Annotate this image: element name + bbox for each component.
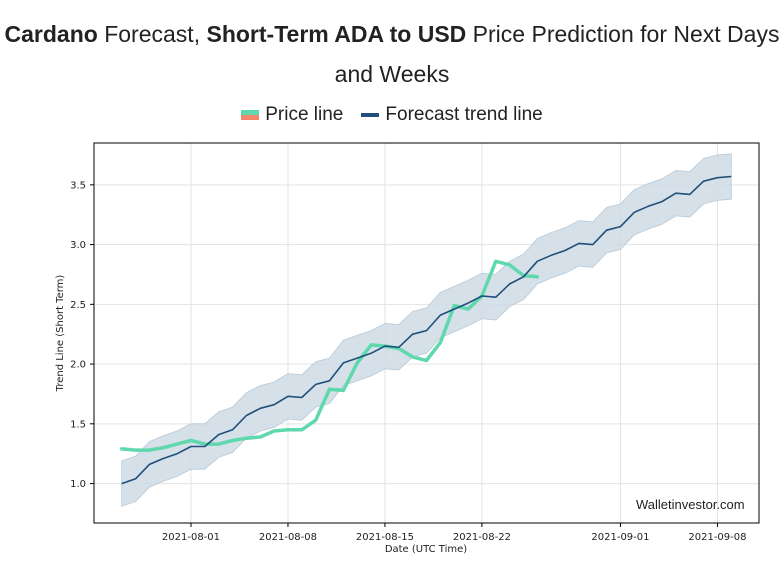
y-tick-label: 2.0 (70, 360, 86, 371)
plot-frame (93, 142, 760, 524)
legend-label-price: Price line (265, 104, 344, 125)
y-axis-label: Trend Line (Short Term) (55, 275, 66, 393)
x-tick-label: 2021-09-01 (591, 532, 649, 543)
x-tick-label: 2021-08-08 (259, 532, 317, 543)
series-lines (119, 175, 732, 485)
legend-item-trend: Forecast trend line (361, 104, 543, 126)
y-tick-label: 3.5 (70, 180, 86, 191)
title-text-forecast: Forecast, (97, 21, 207, 47)
x-axis-label: Date (UTC Time) (385, 544, 467, 555)
forecast-trend-line (121, 175, 732, 485)
trend-line-swatch (361, 113, 380, 117)
watermark-text: Walletinvestor.com (636, 497, 745, 512)
x-axis-ticks: 2021-08-01 2021-08-08 2021-08-15 2021-08-22… (162, 523, 747, 543)
x-tick-label: 2021-09-08 (688, 532, 746, 543)
legend-label-trend: Forecast trend line (385, 104, 543, 125)
chart-title: Cardano Forecast, Short-Term ADA to USD … (0, 14, 784, 94)
x-tick-label: 2021-08-01 (162, 532, 220, 543)
title-bold-pair: Short-Term ADA to USD (206, 21, 467, 47)
y-axis-ticks: 1.0 1.5 2.0 2.5 3.0 3.5 (70, 180, 94, 490)
x-tick-label: 2021-08-15 (356, 532, 414, 543)
price-line (119, 259, 540, 452)
y-tick-label: 3.0 (70, 240, 86, 251)
y-tick-label: 1.5 (70, 419, 86, 430)
y-tick-label: 2.5 (70, 300, 86, 311)
title-text-rest: Price Prediction for Next Days and Weeks (334, 21, 780, 87)
chart-legend: Price line Forecast trend line (0, 104, 784, 126)
legend-item-price: Price line (241, 104, 343, 126)
y-tick-label: 1.0 (70, 479, 86, 490)
x-tick-label: 2021-08-22 (453, 532, 511, 543)
title-bold-coin: Cardano (4, 21, 98, 47)
price-line-swatch (241, 110, 260, 120)
